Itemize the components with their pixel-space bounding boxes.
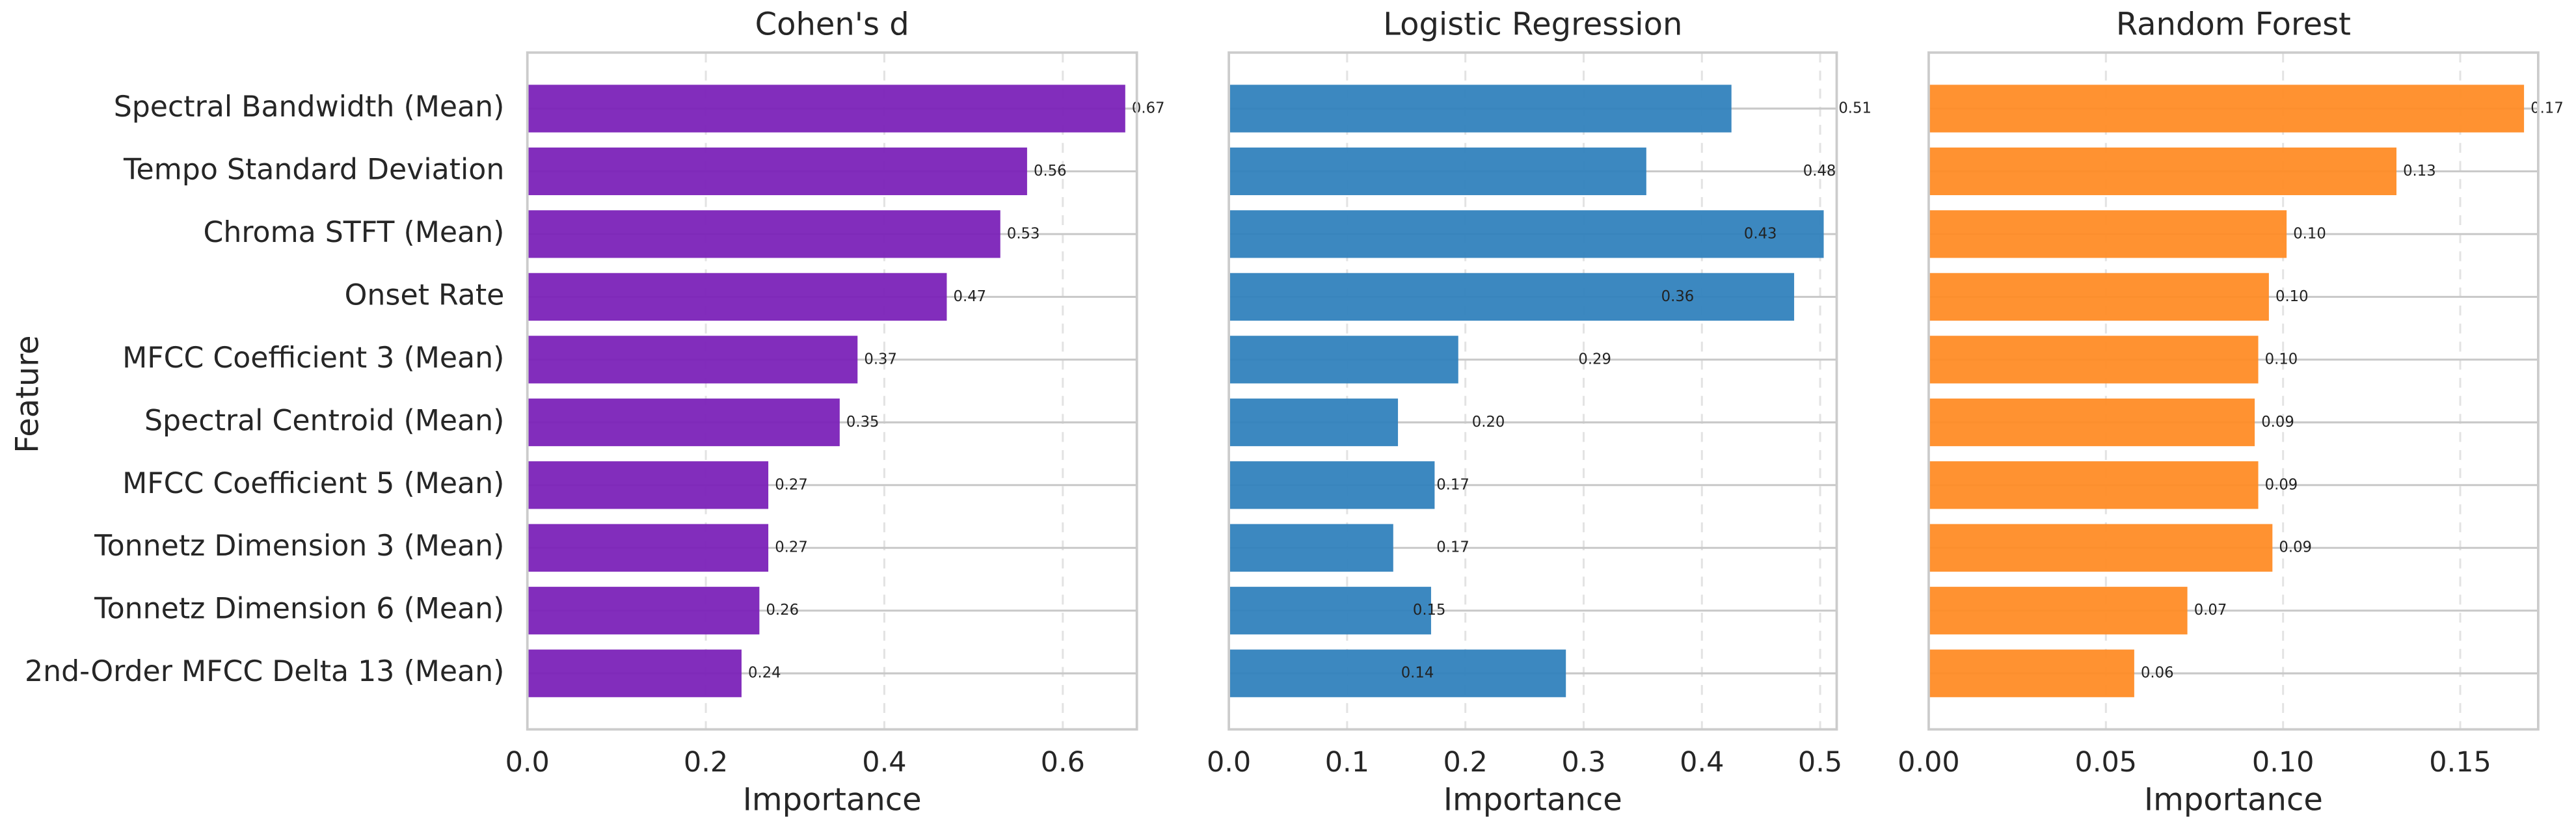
y-tick-label: MFCC Coefficient 3 (Mean): [122, 341, 504, 375]
x-tick-label: 0.3: [1561, 746, 1605, 779]
panel-frame: [1228, 51, 1838, 731]
x-tick-label: 0.00: [1898, 746, 1960, 779]
value-label: 0.36: [1661, 288, 1695, 305]
panel-title: Logistic Regression: [1383, 6, 1682, 42]
bar: [527, 398, 840, 446]
bar: [1229, 587, 1431, 635]
bar: [1229, 210, 1824, 258]
bar: [1229, 273, 1795, 321]
x-tick-label: 0.10: [2252, 746, 2314, 779]
panel-frame: [1927, 51, 2540, 731]
value-label: 0.27: [775, 476, 808, 493]
value-label: 0.14: [1401, 665, 1434, 682]
bar: [1229, 524, 1393, 572]
bar: [527, 210, 1000, 258]
bar: [527, 147, 1027, 196]
value-label: 0.53: [1007, 225, 1040, 242]
x-tick-label: 0.15: [2429, 746, 2491, 779]
bar: [1229, 85, 1732, 133]
y-tick-label: 2nd-Order MFCC Delta 13 (Mean): [25, 655, 504, 688]
x-tick-label: 0.1: [1325, 746, 1369, 779]
panel-title: Cohen's d: [755, 6, 909, 42]
bar: [1928, 524, 2273, 572]
value-label: 0.20: [1472, 414, 1505, 431]
value-label: 0.47: [954, 288, 987, 305]
y-tick-label: Tonnetz Dimension 3 (Mean): [94, 529, 504, 563]
y-tick-label: Onset Rate: [345, 278, 505, 312]
bar: [1928, 147, 2396, 196]
x-tick-label: 0.5: [1798, 746, 1842, 779]
x-axis-label: Importance: [1443, 781, 1622, 818]
x-tick-label: 0.2: [684, 746, 728, 779]
bar: [527, 461, 769, 509]
x-tick-label: 0.0: [505, 746, 550, 779]
bar: [1229, 649, 1566, 697]
value-label: 0.15: [1413, 602, 1446, 619]
panel-frame: [526, 51, 1138, 731]
value-label: 0.26: [766, 602, 799, 619]
x-tick-label: 0.6: [1041, 746, 1085, 779]
value-label: 0.35: [846, 414, 879, 431]
x-tick-label: 0.4: [1680, 746, 1724, 779]
bar: [527, 273, 947, 321]
value-label: 0.17: [2530, 100, 2564, 116]
x-tick-label: 0.2: [1443, 746, 1488, 779]
y-tick-label: Spectral Centroid (Mean): [144, 404, 504, 437]
x-tick-label: 0.4: [862, 746, 906, 779]
value-label: 0.51: [1838, 100, 1872, 116]
value-label: 0.48: [1803, 163, 1836, 180]
x-axis-label: Importance: [743, 781, 922, 818]
y-tick-label: Chroma STFT (Mean): [203, 216, 504, 249]
value-label: 0.43: [1744, 225, 1777, 242]
bar: [1229, 461, 1435, 509]
value-label: 0.07: [2194, 602, 2227, 619]
value-label: 0.10: [2275, 288, 2309, 305]
y-tick-label: Tempo Standard Deviation: [123, 153, 504, 186]
bar: [527, 524, 769, 572]
bar: [527, 336, 858, 384]
value-label: 0.10: [2293, 225, 2326, 242]
value-label: 0.37: [864, 351, 897, 368]
value-label: 0.09: [2279, 539, 2312, 556]
value-label: 0.17: [1436, 539, 1469, 556]
value-label: 0.24: [748, 665, 781, 682]
y-tick-label: Spectral Bandwidth (Mean): [114, 90, 505, 124]
y-tick-label: Tonnetz Dimension 6 (Mean): [94, 593, 504, 626]
bar: [527, 85, 1125, 133]
x-axis-label: Importance: [2144, 781, 2323, 818]
bar: [1229, 147, 1646, 196]
value-label: 0.09: [2261, 414, 2294, 431]
x-tick-label: 0.05: [2075, 746, 2138, 779]
bar: [1928, 273, 2269, 321]
value-label: 0.29: [1578, 351, 1611, 368]
y-axis-label: Feature: [9, 335, 46, 453]
bar: [1928, 336, 2259, 384]
value-label: 0.06: [2141, 665, 2174, 682]
value-label: 0.10: [2265, 351, 2298, 368]
panel-title: Random Forest: [2116, 6, 2351, 42]
bar: [1928, 461, 2259, 509]
bar: [1229, 336, 1458, 384]
bar: [1229, 398, 1399, 446]
bar: [527, 587, 760, 635]
value-label: 0.56: [1034, 163, 1067, 180]
x-tick-label: 0.0: [1207, 746, 1251, 779]
y-tick-label: MFCC Coefficient 5 (Mean): [122, 467, 504, 500]
bar: [1928, 649, 2134, 697]
bar: [527, 649, 742, 697]
bar: [1928, 210, 2287, 258]
value-label: 0.17: [1436, 476, 1469, 493]
value-label: 0.09: [2265, 476, 2298, 493]
value-label: 0.27: [775, 539, 808, 556]
bar: [1928, 398, 2255, 446]
bar: [1928, 587, 2188, 635]
value-label: 0.13: [2403, 163, 2436, 180]
bar: [1928, 85, 2525, 133]
